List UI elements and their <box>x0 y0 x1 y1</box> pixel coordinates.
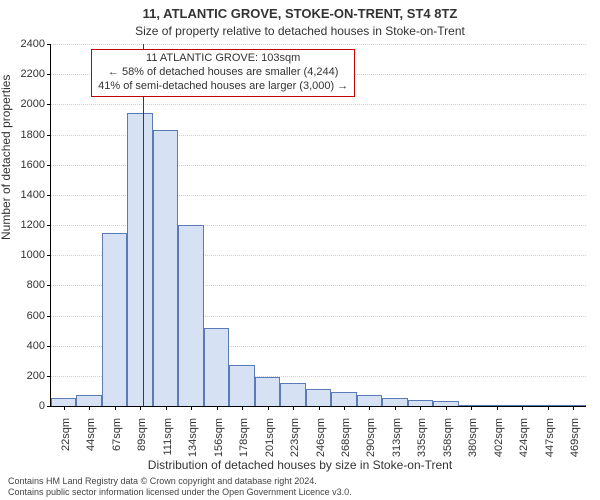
info-box: 11 ATLANTIC GROVE: 103sqm← 58% of detach… <box>91 49 355 96</box>
x-tick-label: 201sqm <box>260 414 276 457</box>
x-tick-mark <box>522 406 523 410</box>
y-tick-label: 1600 <box>21 159 51 171</box>
x-tick-mark <box>140 406 141 410</box>
reference-line <box>143 44 144 406</box>
x-tick-label: 111sqm <box>158 414 174 456</box>
info-box-line: 11 ATLANTIC GROVE: 103sqm <box>98 52 348 66</box>
x-tick-mark <box>369 406 370 410</box>
x-tick-label: 469sqm <box>565 414 581 457</box>
x-tick-label: 22sqm <box>56 414 72 451</box>
x-tick-mark <box>64 406 65 410</box>
x-tick-mark <box>293 406 294 410</box>
histogram-bar <box>357 395 382 406</box>
x-tick-mark <box>395 406 396 410</box>
y-tick-label: 2000 <box>21 98 51 110</box>
x-tick-mark <box>446 406 447 410</box>
histogram-bar <box>306 389 331 406</box>
x-tick-label: 44sqm <box>81 414 97 451</box>
x-tick-mark <box>115 406 116 410</box>
x-tick-label: 156sqm <box>209 414 225 457</box>
histogram-bar <box>51 398 76 406</box>
footer-line: Contains HM Land Registry data © Crown c… <box>8 476 352 487</box>
x-tick-mark <box>319 406 320 410</box>
x-tick-label: 246sqm <box>311 414 327 457</box>
y-tick-label: 0 <box>39 400 51 412</box>
histogram-bar <box>255 377 280 406</box>
y-tick-label: 800 <box>27 279 51 291</box>
grid-line <box>51 104 586 105</box>
x-tick-mark <box>497 406 498 410</box>
chart-title-main: 11, ATLANTIC GROVE, STOKE-ON-TRENT, ST4 … <box>0 6 600 21</box>
info-box-line: 41% of semi-detached houses are larger (… <box>98 80 348 94</box>
histogram-bar <box>382 398 407 406</box>
x-tick-label: 290sqm <box>361 414 377 457</box>
histogram-bar <box>153 130 178 406</box>
x-tick-label: 447sqm <box>540 414 556 457</box>
x-tick-label: 380sqm <box>463 414 479 457</box>
x-tick-mark <box>166 406 167 410</box>
x-tick-label: 178sqm <box>234 414 250 457</box>
histogram-bar <box>204 328 229 406</box>
x-tick-mark <box>548 406 549 410</box>
info-box-line: ← 58% of detached houses are smaller (4,… <box>98 66 348 80</box>
x-tick-label: 358sqm <box>438 414 454 457</box>
x-tick-mark <box>242 406 243 410</box>
y-tick-label: 1000 <box>21 249 51 261</box>
y-tick-label: 1200 <box>21 219 51 231</box>
y-tick-label: 1800 <box>21 129 51 141</box>
x-axis-label: Distribution of detached houses by size … <box>0 458 600 472</box>
footer-attribution: Contains HM Land Registry data © Crown c… <box>8 476 352 498</box>
x-tick-label: 335sqm <box>412 414 428 457</box>
histogram-bar <box>76 395 101 406</box>
x-tick-label: 424sqm <box>514 414 530 457</box>
histogram-bar <box>229 365 254 406</box>
y-axis-label: Number of detached properties <box>0 75 13 240</box>
histogram-bar <box>102 233 127 406</box>
chart-container: 11, ATLANTIC GROVE, STOKE-ON-TRENT, ST4 … <box>0 0 600 500</box>
y-tick-label: 1400 <box>21 189 51 201</box>
x-tick-mark <box>89 406 90 410</box>
y-tick-label: 200 <box>27 370 51 382</box>
x-tick-mark <box>573 406 574 410</box>
x-tick-label: 268sqm <box>336 414 352 457</box>
x-tick-label: 67sqm <box>107 414 123 451</box>
y-tick-label: 400 <box>27 340 51 352</box>
histogram-bar <box>280 383 305 406</box>
x-tick-label: 89sqm <box>132 414 148 451</box>
histogram-bar <box>331 392 356 406</box>
plot-area: 0200400600800100012001400160018002000220… <box>50 44 586 407</box>
x-tick-mark <box>420 406 421 410</box>
y-tick-label: 2400 <box>21 38 51 50</box>
x-tick-mark <box>268 406 269 410</box>
x-tick-mark <box>344 406 345 410</box>
x-tick-mark <box>191 406 192 410</box>
grid-line <box>51 44 586 45</box>
histogram-bar <box>178 225 203 406</box>
x-tick-label: 402sqm <box>489 414 505 457</box>
x-tick-mark <box>471 406 472 410</box>
y-tick-label: 2200 <box>21 68 51 80</box>
x-tick-mark <box>217 406 218 410</box>
x-tick-label: 134sqm <box>183 414 199 457</box>
x-tick-label: 223sqm <box>285 414 301 457</box>
y-tick-label: 600 <box>27 310 51 322</box>
chart-title-sub: Size of property relative to detached ho… <box>0 24 600 38</box>
x-tick-label: 313sqm <box>387 414 403 457</box>
footer-line: Contains public sector information licen… <box>8 487 352 498</box>
histogram-bar <box>127 113 152 406</box>
